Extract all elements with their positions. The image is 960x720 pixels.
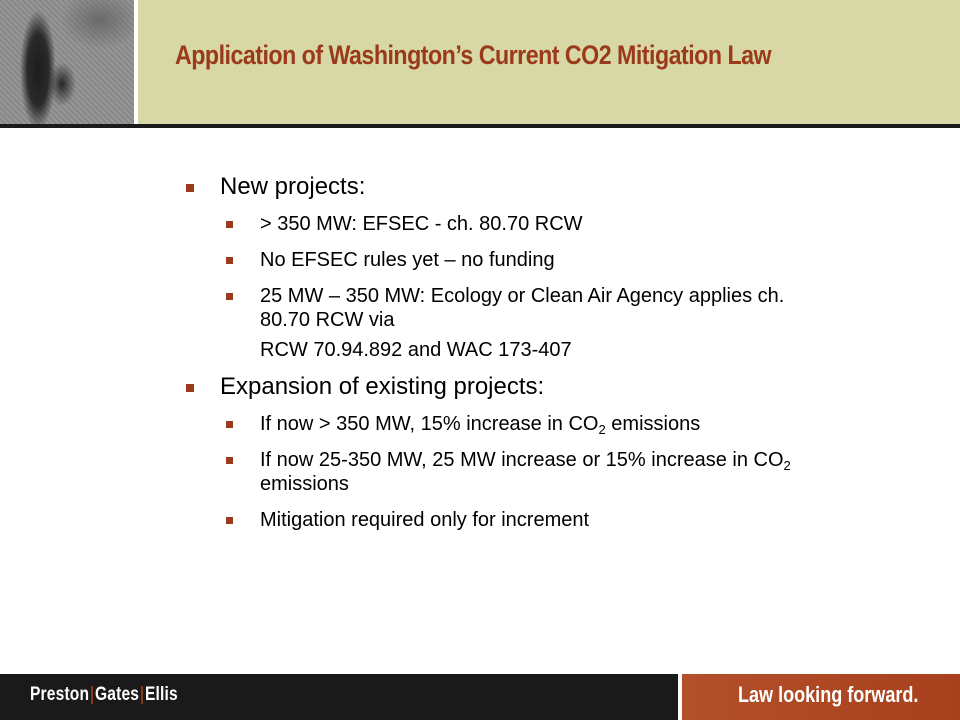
list-item-text: If now 25-350 MW, 25 MW increase or 15% … [260,449,784,471]
logo-separator: | [139,684,145,705]
section-expansion: Expansion of existing projects: [186,372,826,402]
header-photo [0,0,134,124]
list-item-text: If now > 350 MW, 15% increase in CO [260,413,599,435]
list-item-text: emissions [260,473,349,495]
subscript: 2 [598,422,606,437]
section-label: New projects: [220,173,366,200]
logo-word: Ellis [144,684,178,705]
header-band [138,0,960,124]
list-item: If now 25-350 MW, 25 MW increase or 15% … [226,448,826,496]
list-item: If now > 350 MW, 15% increase in CO2 emi… [226,412,826,436]
square-bullet-icon [226,457,233,464]
square-bullet-icon [226,221,233,228]
list-item-text: No EFSEC rules yet – no funding [260,249,555,271]
tagline: Law looking forward. [738,682,919,707]
list-item-continuation: RCW 70.94.892 and WAC 173-407 [260,339,572,361]
list-item-text: > 350 MW: EFSEC - ch. 80.70 RCW [260,213,583,235]
firm-logo: Preston|Gates|Ellis [30,684,178,706]
square-bullet-icon [226,517,233,524]
square-bullet-icon [226,421,233,428]
list-item-text: 25 MW – 350 MW: Ecology or Clean Air Age… [260,285,785,331]
list-item: Mitigation required only for increment [226,508,826,532]
footer-divider [678,674,682,720]
square-bullet-icon [186,184,194,192]
square-bullet-icon [186,384,194,392]
logo-word: Preston [30,684,90,705]
section-new-projects: New projects: [186,172,826,202]
list-item: No EFSEC rules yet – no funding [226,248,826,272]
square-bullet-icon [226,257,233,264]
logo-word: Gates [95,684,140,705]
list-item-text: Mitigation required only for increment [260,509,590,531]
header-rule [0,124,960,128]
slide-title: Application of Washington’s Current CO2 … [175,40,772,70]
list-item-text: emissions [605,413,701,435]
list-item: > 350 MW: EFSEC - ch. 80.70 RCW [226,212,826,236]
section-label: Expansion of existing projects: [220,373,545,400]
logo-separator: | [89,684,95,705]
subscript: 2 [783,458,791,473]
photo-divider [134,0,138,124]
footer-accent [682,674,960,720]
square-bullet-icon [226,293,233,300]
list-item: 25 MW – 350 MW: Ecology or Clean Air Age… [226,284,826,362]
bullet-list: New projects: > 350 MW: EFSEC - ch. 80.7… [186,172,826,544]
